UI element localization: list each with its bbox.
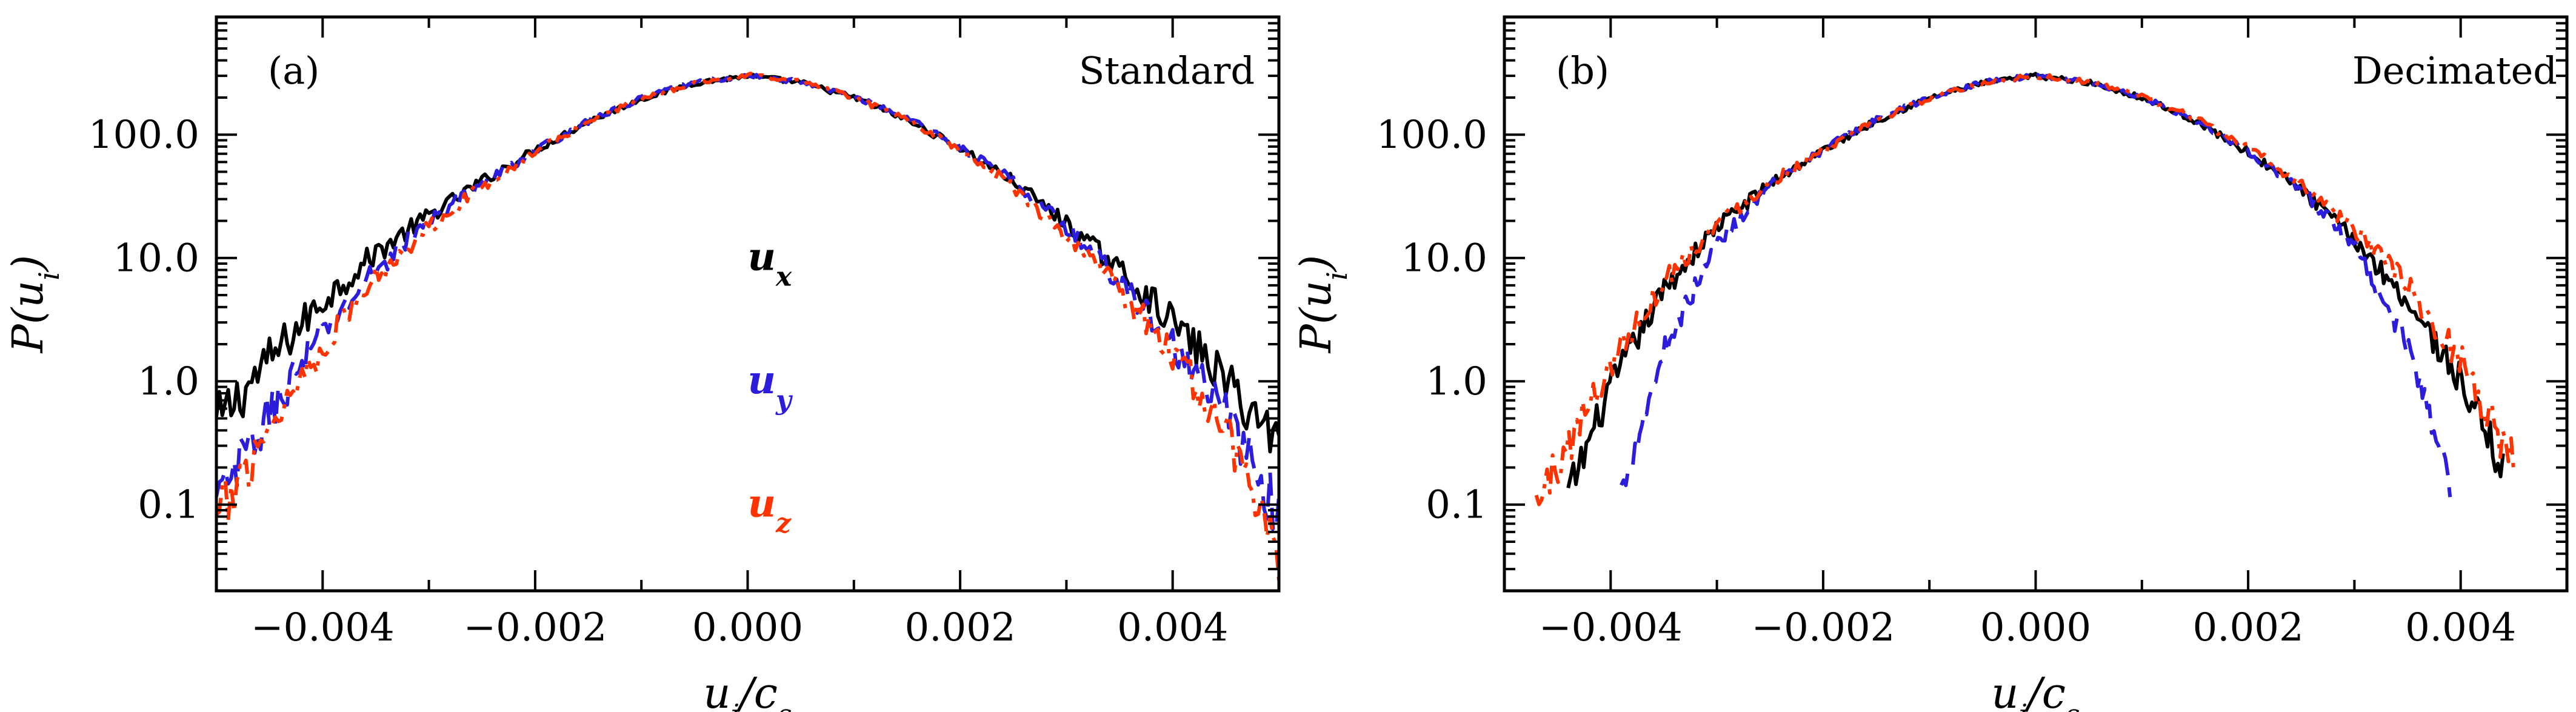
x-axis-title: ui/cs	[1991, 668, 2080, 712]
x-axis-title: ui/cs	[703, 668, 792, 712]
series-ux-line	[1566, 72, 2505, 488]
y-tick-label: 0.1	[138, 483, 199, 528]
series-group	[1534, 72, 2516, 507]
y-tick-label: 1.0	[138, 359, 199, 404]
x-tick-label: −0.004	[251, 605, 395, 650]
x-tick-label: 0.002	[904, 605, 1015, 650]
y-tick-label: 100.0	[1376, 113, 1487, 158]
x-tick-label: 0.004	[1117, 605, 1228, 650]
y-tick-label: 0.1	[1426, 483, 1487, 528]
panel-a: −0.004 −0.002 0.000 0.002 0.004 0.1 1.0 10.0 100…	[3, 15, 1281, 712]
x-tick-label: −0.002	[1751, 605, 1895, 650]
y-tick-label: 10.0	[1401, 236, 1488, 281]
panel-title: Decimated	[2352, 48, 2557, 93]
legend-entry-uz: uz	[748, 481, 792, 539]
series-group	[216, 72, 1279, 581]
panel-b: −0.004 −0.002 0.000 0.002 0.004 0.1 1.0 10.0 100…	[1291, 15, 2569, 712]
x-tick-label: 0.000	[1980, 605, 2091, 650]
x-tick-label: 0.004	[2405, 605, 2516, 650]
y-tick-label: 1.0	[1426, 359, 1487, 404]
y-axis-title: P(ui)	[3, 255, 65, 354]
series-uy-line	[1620, 72, 2452, 497]
x-tick-label: 0.002	[2192, 605, 2303, 650]
series-uz-line	[1534, 73, 2516, 507]
legend-entry-uy: uy	[748, 358, 794, 416]
panel-label: (b)	[1556, 48, 1609, 93]
panel-label: (a)	[268, 48, 319, 93]
panel-title: Standard	[1079, 48, 1255, 93]
y-tick-label: 10.0	[113, 236, 200, 281]
legend-entry-ux: ux	[748, 235, 793, 293]
x-tick-label: 0.000	[692, 605, 803, 650]
series-uy-line	[216, 73, 1279, 534]
series-uz-line	[216, 72, 1279, 581]
x-tick-label: −0.002	[463, 605, 607, 650]
y-axis-title: P(ui)	[1291, 255, 1353, 354]
x-tick-label: −0.004	[1539, 605, 1683, 650]
y-tick-label: 100.0	[88, 113, 199, 158]
